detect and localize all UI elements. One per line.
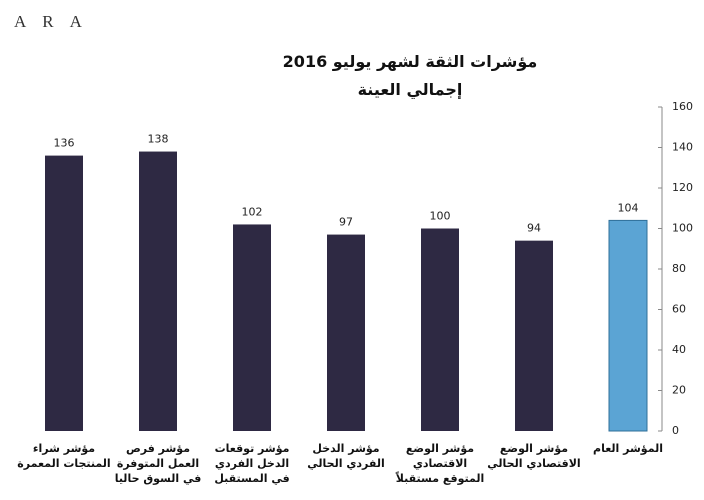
x-tick-label: مؤشر الدخل الفردي الحالي: [307, 442, 385, 470]
value-label: 102: [242, 205, 263, 218]
y-tick-label: 80: [672, 262, 686, 275]
value-label: 100: [430, 210, 451, 223]
bar: [515, 240, 553, 431]
bar: [139, 151, 177, 432]
y-tick-label: 60: [672, 303, 686, 316]
bar: [608, 219, 648, 432]
bar: [327, 234, 365, 431]
bar: [233, 224, 271, 431]
x-tick-label: مؤشر الوضع الاقتصادي المتوقع مستقبلاً: [395, 442, 485, 485]
x-tick-label: مؤشر توقعات الدخل الفردي في المستقبل: [214, 442, 290, 485]
y-tick-label: 160: [672, 100, 693, 113]
logo: ARA: [14, 12, 98, 31]
x-tick-label: مؤشر الوضع الاقتصادي الحالي: [487, 442, 581, 470]
y-tick-label: 0: [672, 424, 679, 437]
y-tick-label: 140: [672, 141, 693, 154]
value-label: 104: [618, 201, 639, 214]
chart-title: مؤشرات الثقة لشهر يوليو 2016: [282, 52, 538, 71]
bar: [45, 155, 83, 431]
bar: [421, 228, 459, 431]
value-label: 136: [54, 137, 75, 150]
y-tick-label: 40: [672, 343, 686, 356]
y-tick-label: 120: [672, 181, 693, 194]
value-label: 97: [339, 216, 353, 229]
value-label: 94: [527, 222, 541, 235]
y-tick-label: 100: [672, 222, 693, 235]
value-label: 138: [148, 133, 169, 146]
y-tick-label: 20: [672, 384, 686, 397]
chart-subtitle: إجمالي العينة: [357, 80, 463, 99]
x-tick-label: المؤشر العام: [593, 442, 663, 455]
x-tick-label: مؤشر فرص العمل المتوفرة في السوق حاليا: [114, 442, 202, 485]
x-tick-label: مؤشر شراء المنتجات المعمرة: [17, 442, 111, 470]
